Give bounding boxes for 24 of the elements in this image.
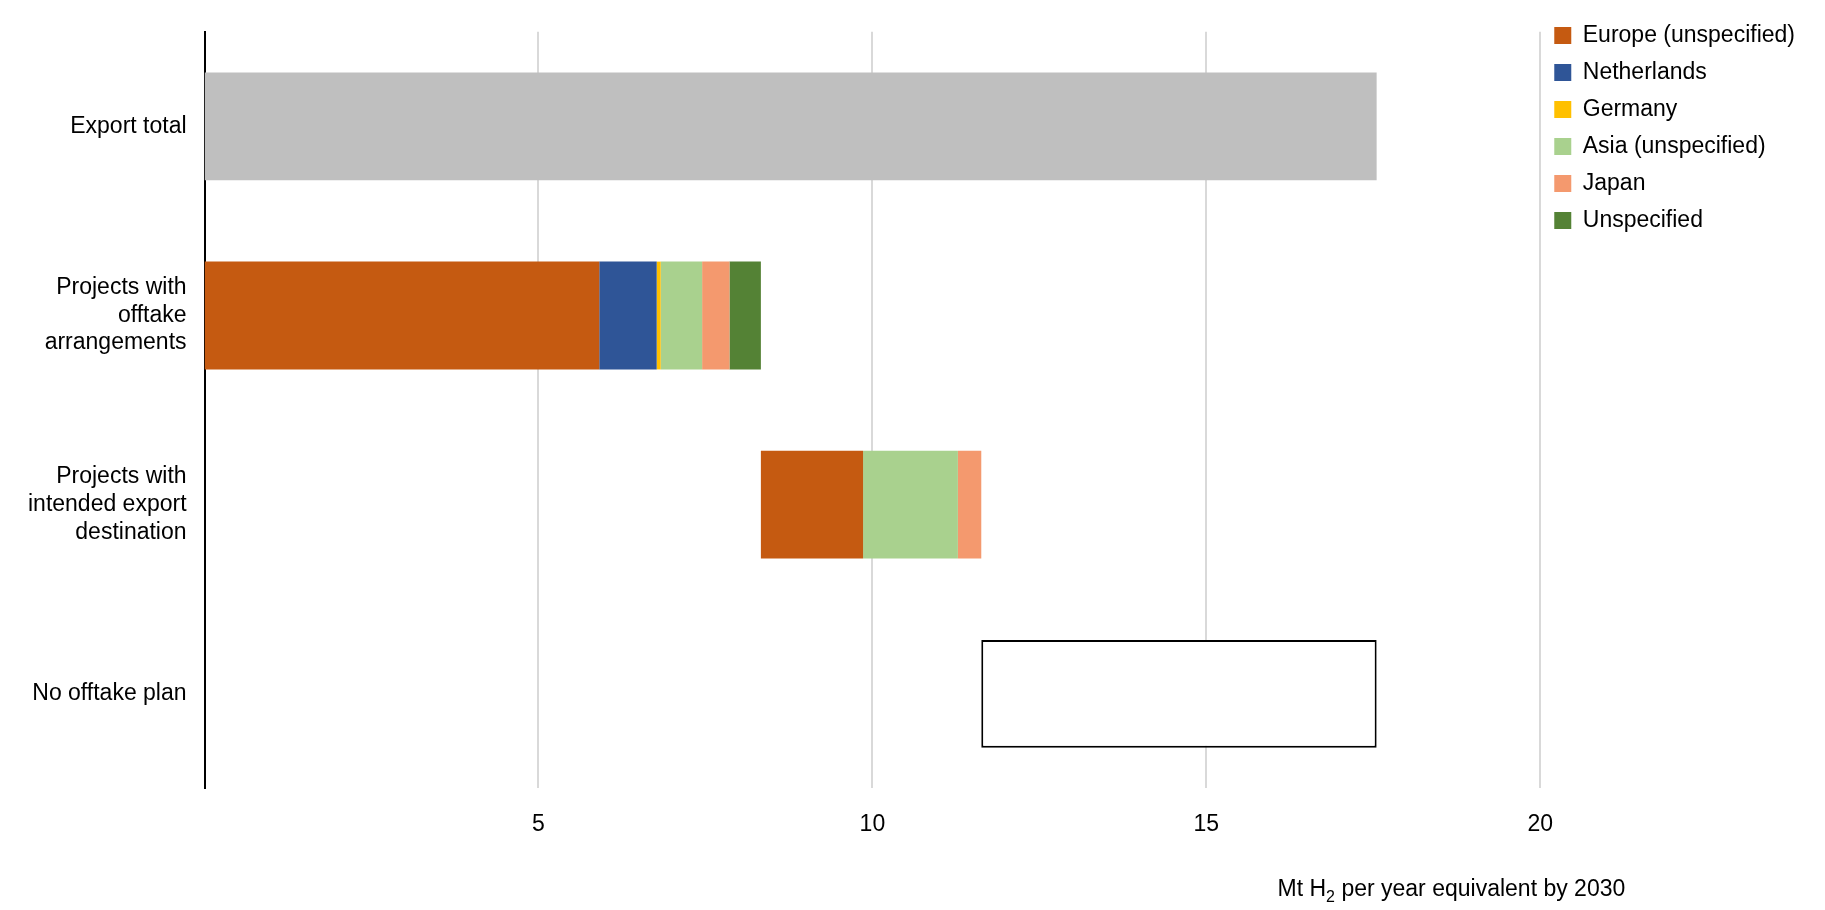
y-tick-label: Export total xyxy=(70,111,187,138)
bar xyxy=(599,261,657,370)
legend-label: Unspecified xyxy=(1582,205,1703,232)
bar xyxy=(760,450,864,559)
legend-label: Asia (unspecified) xyxy=(1582,131,1766,158)
y-tick-label: Projects with intended export destination xyxy=(27,462,188,544)
bar xyxy=(660,261,703,370)
bar xyxy=(204,261,600,370)
bar xyxy=(702,261,730,370)
x-tick-label: 15 xyxy=(1193,809,1220,836)
y-tick-label: No offtake plan xyxy=(32,679,187,706)
bar xyxy=(863,450,958,559)
y-tick-label: Projects with offtake arrangements xyxy=(44,273,187,355)
legend-label: Germany xyxy=(1582,94,1678,121)
bar xyxy=(656,261,661,370)
x-tick-label: 20 xyxy=(1527,809,1554,836)
bar xyxy=(957,450,982,559)
legend-label: Netherlands xyxy=(1582,57,1707,84)
legend-label: Europe (unspecified) xyxy=(1582,20,1795,47)
bar xyxy=(729,261,761,370)
bar xyxy=(204,72,1377,181)
x-tick-label: 10 xyxy=(859,809,886,836)
x-tick-label: 5 xyxy=(532,809,545,836)
legend-label: Japan xyxy=(1582,168,1646,195)
